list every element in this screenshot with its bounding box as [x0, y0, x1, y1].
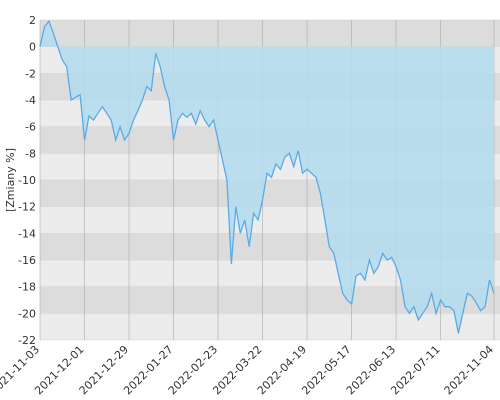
y-tick-label: -8: [25, 147, 36, 160]
band: [40, 20, 500, 47]
line: [39, 20, 495, 334]
x-tick-label: 2022-11-04: [442, 343, 496, 397]
y-tick-label: 2: [29, 14, 36, 27]
y-axis-label: [Zmiany %]: [4, 148, 17, 212]
y-tick-label: -20: [18, 307, 36, 320]
y-tick-label: 0: [29, 41, 36, 54]
band: [40, 313, 500, 340]
area: [40, 21, 494, 334]
y-tick-label: -12: [18, 201, 36, 214]
y-tick-label: -18: [18, 281, 36, 294]
y-tick-label: -22: [18, 334, 36, 347]
y-tick-label: -16: [18, 254, 36, 267]
y-tick-label: -4: [25, 94, 36, 107]
y-tick-label: -2: [25, 67, 36, 80]
y-tick-label: -6: [25, 121, 36, 134]
y-tick-label: -10: [18, 174, 36, 187]
y-tick-label: -14: [18, 227, 36, 240]
